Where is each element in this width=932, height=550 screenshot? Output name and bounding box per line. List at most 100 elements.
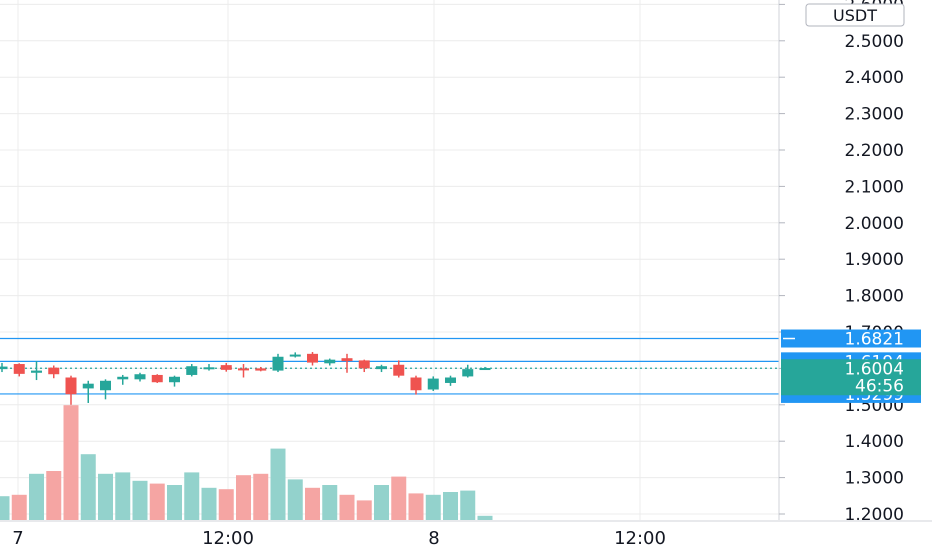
candle-body	[238, 368, 249, 371]
x-tick-label: 12:00	[614, 528, 666, 549]
candle	[13, 363, 25, 377]
candle-body	[13, 364, 25, 374]
y-tick-label: 2.5000	[845, 32, 904, 52]
candle	[307, 352, 318, 366]
candle	[117, 374, 129, 385]
candle-body	[376, 366, 387, 370]
volume-bar	[115, 472, 131, 520]
volume-bar	[184, 472, 200, 520]
candle-body	[31, 370, 42, 373]
candle	[358, 359, 370, 373]
y-tick-label: 1.4000	[845, 432, 904, 452]
volume-bar	[425, 494, 441, 520]
candle	[289, 352, 301, 358]
x-tick-label: 12:00	[202, 528, 254, 549]
candle-body	[117, 376, 129, 380]
y-tick-label: 1.2000	[845, 505, 904, 525]
candle	[238, 364, 249, 378]
y-tick-label: 1.8000	[845, 287, 904, 307]
countdown-timer: 46:56	[855, 376, 904, 396]
candle	[410, 375, 422, 395]
candle-body	[82, 383, 94, 389]
candle	[479, 366, 491, 371]
y-tick-label: 2.2000	[845, 141, 904, 161]
volume-bar	[305, 487, 320, 520]
candle	[0, 362, 8, 373]
candle-body	[186, 366, 198, 375]
volume-bar	[356, 500, 372, 520]
candle-body	[169, 376, 180, 383]
candle-body	[410, 377, 422, 391]
y-tick-label: 2.1000	[845, 177, 904, 197]
currency-badge[interactable]: USDT	[805, 3, 905, 27]
y-tick-label: 2.3000	[845, 105, 904, 125]
volume-bars	[0, 405, 493, 520]
candle-body	[341, 358, 353, 362]
last-price-value: 1.6004	[845, 359, 904, 379]
candle	[82, 380, 94, 403]
volume-bar	[374, 485, 389, 520]
volume-bar	[270, 448, 286, 520]
currency-label: USDT	[833, 6, 877, 25]
candle-body	[462, 369, 474, 377]
volume-bar	[339, 494, 355, 520]
price-axis[interactable]: 1.20001.30001.40001.50001.60001.70001.80…	[779, 0, 904, 525]
candle-body	[445, 377, 456, 383]
volume-bar	[253, 473, 269, 520]
candle	[272, 353, 284, 373]
candle	[134, 372, 146, 382]
candle-body	[151, 374, 163, 383]
y-tick-label: 1.9000	[845, 250, 904, 270]
candle-body	[220, 365, 232, 370]
candle-body	[48, 367, 60, 375]
y-tick-label: 2.0000	[845, 214, 904, 234]
volume-bar	[46, 471, 62, 520]
x-tick-label: 7	[12, 528, 23, 549]
volume-bar	[149, 483, 165, 520]
volume-bar	[167, 485, 182, 520]
candle	[445, 375, 456, 386]
volume-bar	[98, 473, 113, 520]
candle	[65, 375, 77, 405]
volume-bar	[443, 492, 458, 520]
last-price-bg	[781, 359, 921, 396]
candle-body	[272, 356, 284, 371]
grid	[0, 0, 779, 520]
price-line-label: 1.6821	[781, 329, 921, 350]
candle-body	[65, 377, 77, 395]
candle	[376, 364, 387, 373]
price-label-bg	[781, 329, 921, 348]
volume-bar	[201, 487, 217, 520]
candle-body	[324, 359, 336, 364]
candle	[341, 353, 353, 373]
volume-bar	[391, 476, 407, 520]
candle-body	[427, 378, 439, 390]
candle	[31, 361, 42, 381]
candles	[0, 352, 491, 405]
candle	[220, 362, 232, 372]
volume-bar	[63, 405, 79, 520]
volume-bar	[408, 493, 424, 520]
volume-bar	[322, 485, 338, 520]
candle	[462, 364, 474, 378]
candle-body	[393, 364, 405, 376]
x-tick-label: 8	[428, 528, 439, 549]
time-axis[interactable]: 7 12:00 8 12:00	[12, 528, 666, 549]
candle-body	[203, 367, 215, 370]
volume-bar	[287, 479, 303, 520]
candle	[151, 374, 163, 383]
candle-body	[100, 380, 111, 391]
candle	[203, 364, 215, 371]
y-tick-label: 2.4000	[845, 68, 904, 88]
candle	[48, 365, 60, 379]
volume-bar	[460, 490, 476, 520]
candle	[186, 364, 198, 377]
volume-bar	[0, 496, 10, 520]
candle-body	[255, 368, 267, 371]
candle	[169, 375, 180, 387]
y-tick-label: 1.3000	[845, 469, 904, 489]
candle-body	[307, 353, 318, 363]
volume-bar	[80, 454, 96, 520]
